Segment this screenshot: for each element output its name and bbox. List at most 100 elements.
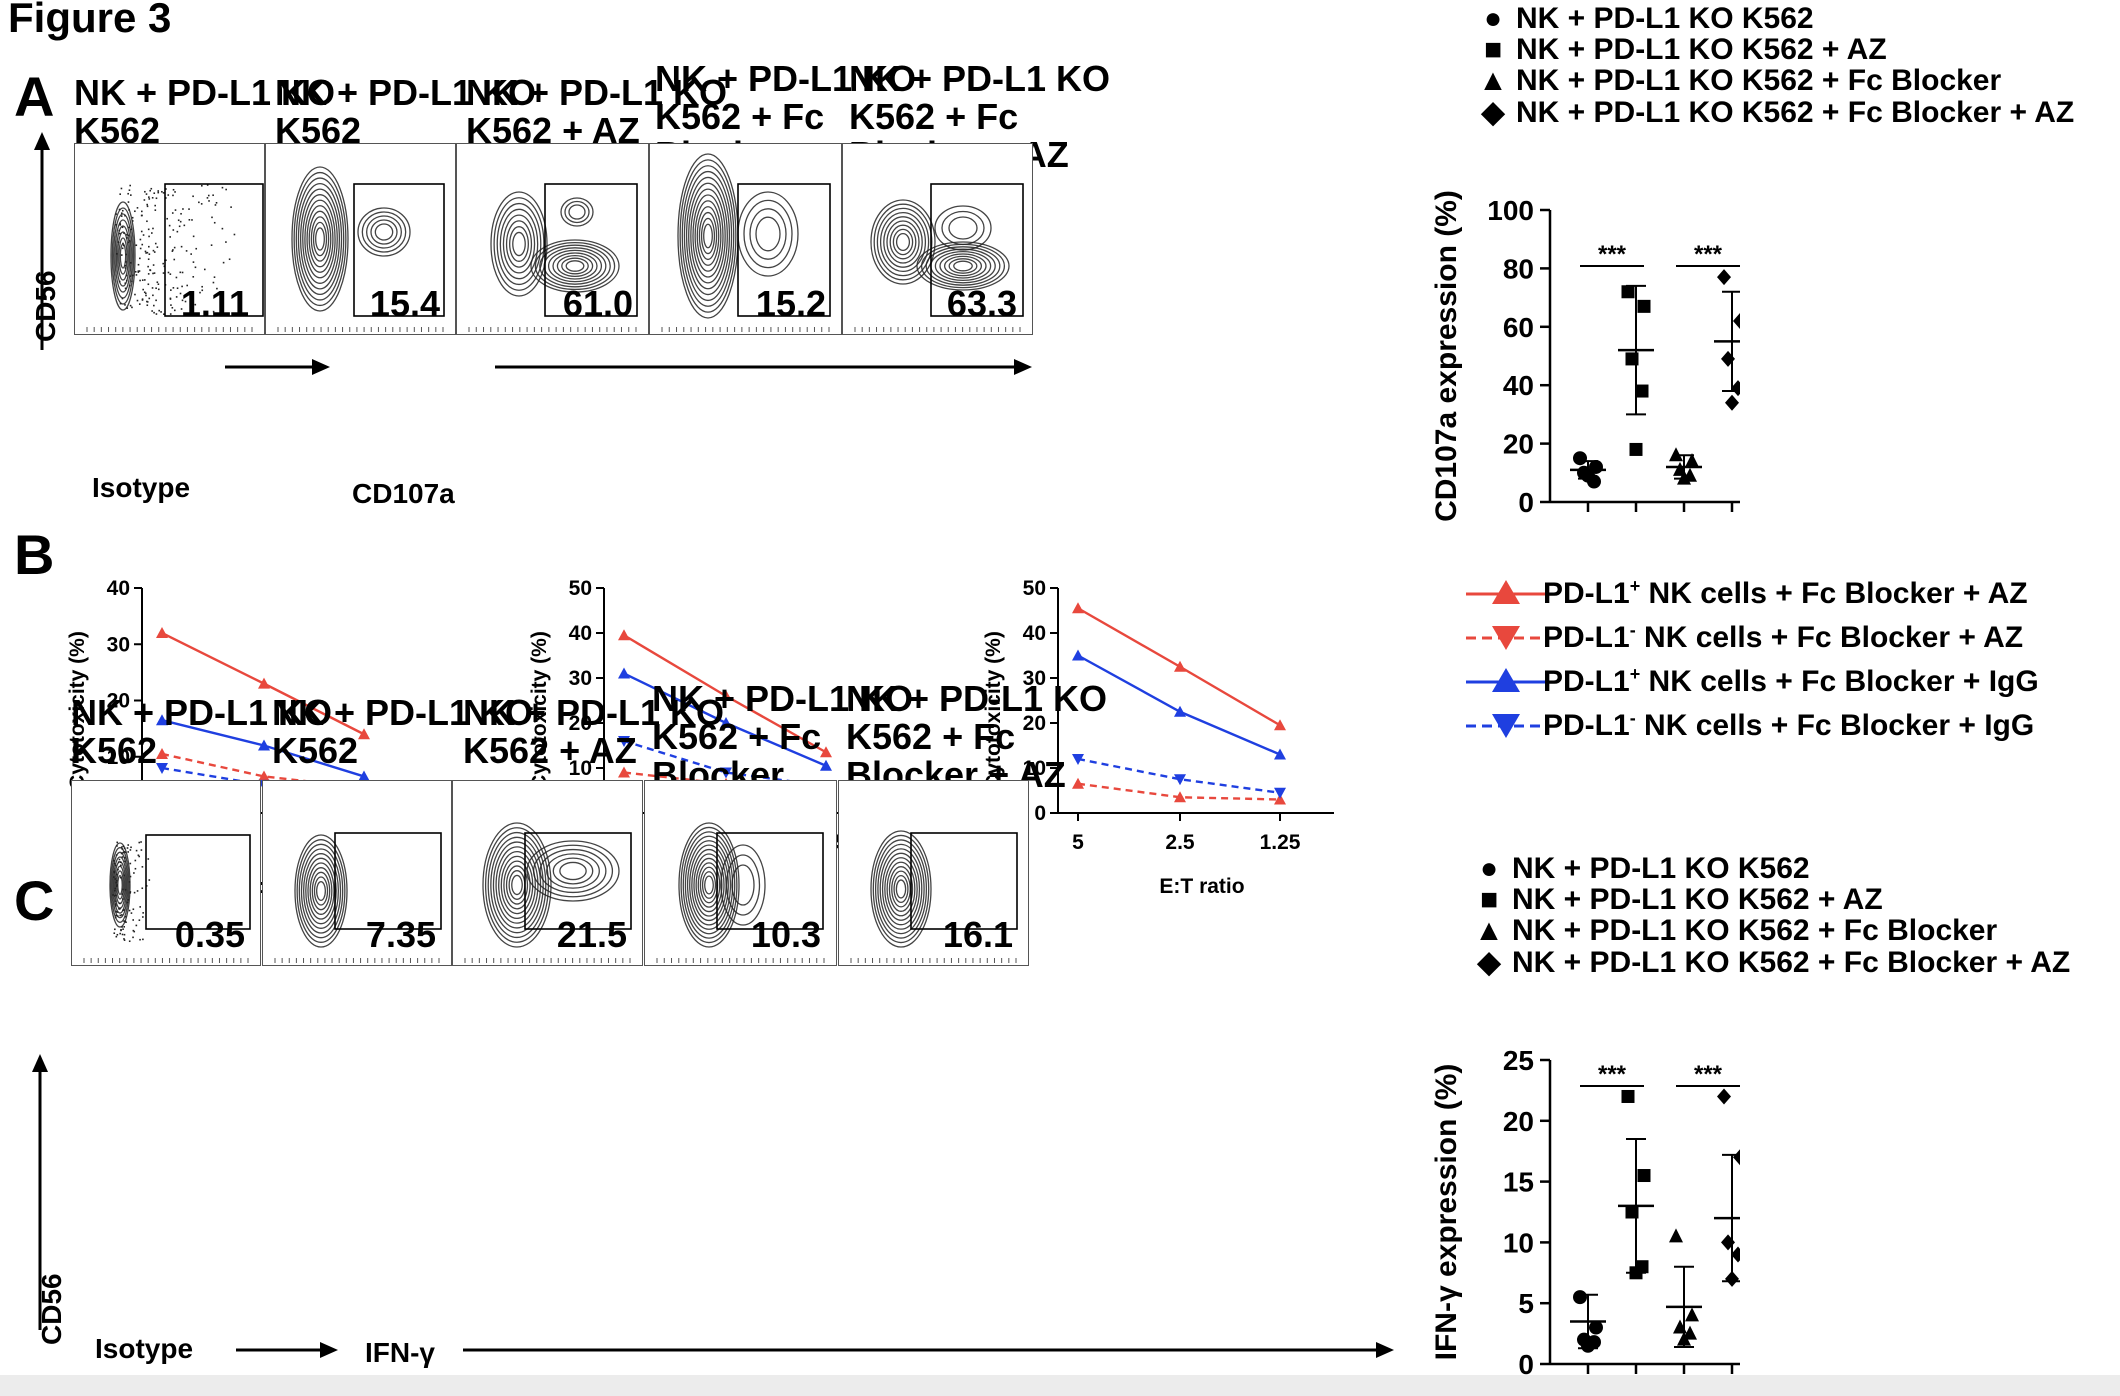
contour-line	[704, 875, 714, 895]
event-dot	[116, 873, 118, 876]
event-dot	[119, 914, 122, 917]
event-dot	[141, 243, 144, 246]
event-dot	[121, 856, 124, 858]
event-dot	[132, 919, 134, 921]
event-dot	[151, 287, 154, 289]
event-dot	[185, 250, 188, 252]
event-dot	[145, 193, 148, 195]
event-dot	[169, 313, 172, 315]
event-dot	[137, 263, 140, 266]
sample-title-line: NK + PD-L1 KO	[74, 72, 336, 113]
event-dot	[144, 190, 146, 193]
event-dot	[121, 848, 124, 850]
contour-line	[692, 194, 724, 278]
event-dot	[123, 909, 126, 911]
contour-line	[530, 239, 620, 293]
event-dot	[124, 920, 127, 923]
y-tick-label: 20	[1503, 429, 1534, 460]
contour-line	[953, 260, 973, 272]
data-point-marker	[618, 667, 630, 679]
contour-line	[296, 839, 346, 943]
event-dot	[147, 858, 150, 860]
event-dot	[128, 284, 131, 287]
event-dot	[167, 194, 170, 196]
data-point-marker	[618, 736, 630, 747]
event-dot	[124, 264, 127, 267]
triangle-down-marker	[1492, 626, 1520, 650]
legend-rest: NK cells + Fc Blocker + IgG	[1640, 665, 2039, 698]
event-dot	[141, 299, 144, 301]
contour-line	[503, 860, 531, 910]
event-dot	[153, 311, 155, 314]
legend-label: NK + PD-L1 KO K562 + Fc Blocker + AZ	[1512, 946, 2071, 979]
event-dot	[129, 262, 132, 264]
square-data-point	[1629, 442, 1643, 456]
event-dot	[157, 288, 160, 291]
gate-percentage: 61.0	[562, 283, 633, 324]
event-dot	[142, 938, 144, 941]
contour-line	[886, 861, 916, 917]
legend-item: ▲ NK + PD-L1 KO K562 + Fc Blocker	[1478, 64, 2001, 98]
triangle-down-marker	[1492, 714, 1520, 738]
legend-label: NK + PD-L1 KO K562	[1516, 2, 1814, 35]
diamond-data-point	[1725, 394, 1739, 411]
event-dot	[225, 241, 227, 243]
circle-marker-icon: ●	[1479, 852, 1499, 885]
contour-line	[291, 166, 349, 312]
event-dot	[173, 258, 176, 261]
y-tick-label: 40	[107, 577, 130, 600]
event-dot	[157, 191, 160, 194]
event-dot	[167, 271, 170, 274]
event-dot	[113, 932, 116, 935]
event-dot	[181, 285, 183, 288]
contour-line	[539, 244, 611, 288]
event-dot	[118, 908, 121, 910]
contour-line	[505, 220, 533, 268]
event-dot	[142, 234, 145, 236]
event-dot	[120, 254, 123, 256]
event-dot	[151, 310, 153, 312]
event-dot	[128, 909, 131, 912]
event-dot	[172, 249, 174, 251]
event-dot	[180, 308, 183, 310]
event-dot	[114, 928, 116, 931]
event-dot	[112, 894, 114, 896]
contour-line	[495, 846, 539, 924]
event-dot	[119, 907, 121, 909]
y-tick-label: 40	[1023, 622, 1046, 645]
square-data-point	[1621, 285, 1635, 299]
contour-line	[886, 220, 920, 264]
event-dot	[138, 841, 141, 844]
contour-line	[688, 182, 728, 290]
event-dot	[154, 209, 157, 211]
event-dot	[201, 184, 203, 187]
gate-rectangle	[334, 832, 442, 930]
contour-line	[115, 225, 131, 287]
contour-line	[499, 208, 539, 280]
diamond-marker-icon: ◆	[1477, 946, 1501, 979]
data-point-marker	[1274, 787, 1286, 799]
square-marker-icon: ■	[1483, 33, 1503, 66]
event-dot	[182, 208, 184, 210]
contour-line	[564, 200, 590, 224]
contour-line	[725, 854, 761, 916]
y-tick-label: 0	[1518, 487, 1534, 518]
event-dot	[152, 294, 154, 297]
data-point-marker	[156, 627, 168, 638]
data-point-marker	[720, 690, 732, 701]
contour-line	[496, 202, 542, 286]
data-point-marker	[258, 677, 270, 689]
event-dot	[148, 235, 150, 238]
contour-line	[302, 194, 338, 284]
event-dot	[117, 861, 120, 863]
event-dot	[115, 894, 117, 897]
marker-arrow-head	[1014, 359, 1032, 375]
data-point-marker	[358, 728, 370, 740]
gate-rectangle	[353, 183, 445, 317]
contour-line	[111, 851, 129, 919]
gate-percentage: 15.4	[369, 283, 440, 324]
x-axis-label: E:T ratio	[1159, 875, 1244, 898]
event-dot	[216, 287, 218, 290]
contour-line	[870, 199, 936, 285]
